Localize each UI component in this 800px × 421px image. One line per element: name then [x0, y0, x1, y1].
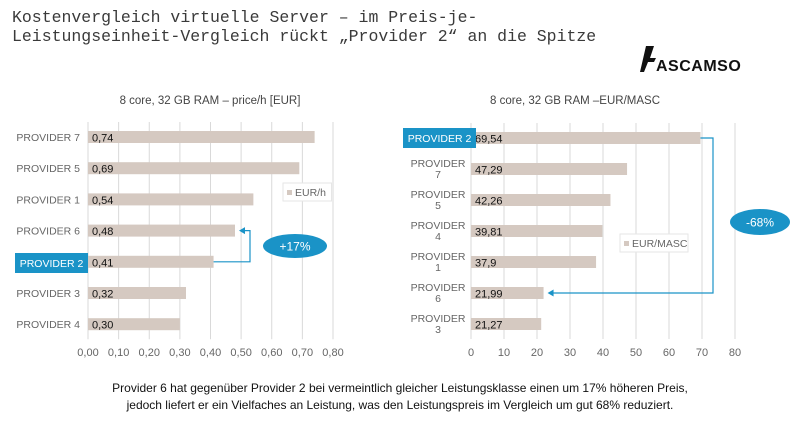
category-label: PROVIDER 2	[408, 133, 472, 145]
highlight-label-box	[15, 253, 88, 273]
callout-arrowhead	[547, 289, 554, 297]
data-label: 0,32	[92, 289, 113, 301]
legend-box	[282, 182, 332, 202]
category-label: PROVIDER 5	[16, 163, 80, 175]
bar	[471, 163, 628, 175]
legend-label: EUR/MASC	[632, 238, 688, 250]
data-label: 42,26	[475, 196, 503, 208]
data-label: 47,29	[475, 165, 503, 177]
data-label: 21,27	[475, 320, 503, 332]
chart-title: 8 core, 32 GB RAM –EUR/MASC	[490, 95, 660, 107]
bar	[471, 225, 603, 237]
bar	[88, 318, 180, 331]
legend-swatch	[287, 190, 292, 195]
page-title: Kostenvergleich virtuelle Server – im Pr…	[12, 8, 597, 46]
data-label: 39,81	[475, 227, 503, 239]
bar	[88, 255, 214, 268]
data-label: 69,54	[475, 134, 503, 146]
callout-badge	[730, 209, 790, 235]
category-label: PROVIDER 6	[411, 282, 466, 305]
callout-text: -68%	[746, 216, 774, 230]
bar	[88, 193, 254, 206]
callout-badge	[263, 234, 327, 258]
category-label: PROVIDER 4	[411, 220, 466, 243]
highlight-label-box	[403, 128, 476, 148]
category-label: PROVIDER 7	[16, 132, 80, 144]
x-tick-label: 10	[498, 347, 510, 359]
legend-label: EUR/h	[295, 187, 326, 199]
data-label: 0,54	[92, 195, 113, 207]
x-tick-label: 60	[663, 347, 675, 359]
category-label: PROVIDER 1	[16, 194, 80, 206]
bar	[471, 318, 542, 330]
bar	[88, 131, 315, 143]
legend-swatch	[624, 241, 629, 246]
footer-line-1: Provider 6 hat gegenüber Provider 2 bei …	[112, 381, 688, 395]
bar	[88, 287, 186, 299]
footer-line-2: jedoch liefert er ein Vielfaches an Leis…	[126, 398, 674, 412]
callout-arrowhead	[239, 227, 245, 235]
x-tick-label: 0,40	[200, 347, 221, 359]
data-label: 0,48	[92, 226, 113, 238]
category-label: PROVIDER 4	[16, 319, 80, 331]
callout-connector	[552, 137, 714, 294]
bar	[471, 132, 701, 144]
bar	[471, 256, 597, 268]
category-label: PROVIDER 3	[411, 313, 466, 336]
x-tick-label: 0	[468, 347, 474, 359]
category-label: PROVIDER 1	[411, 251, 466, 274]
x-tick-label: 80	[729, 347, 741, 359]
x-tick-label: 0,60	[261, 347, 282, 359]
bar	[88, 162, 300, 175]
category-label: PROVIDER 6	[16, 226, 80, 238]
x-tick-label: 50	[630, 347, 642, 359]
category-label: PROVIDER 7	[411, 158, 466, 181]
data-label: 0,74	[92, 133, 113, 145]
x-tick-label: 20	[531, 347, 543, 359]
callout-text: +17%	[279, 240, 310, 254]
category-label: PROVIDER 2	[20, 258, 84, 270]
x-tick-label: 0,00	[77, 347, 98, 359]
data-label: 0,41	[92, 257, 113, 269]
x-tick-label: 0,30	[169, 347, 190, 359]
x-tick-label: 0,10	[108, 347, 129, 359]
legend-box	[619, 233, 689, 253]
data-label: 37,9	[475, 258, 496, 270]
bar	[88, 224, 235, 237]
x-tick-label: 0,50	[230, 347, 251, 359]
x-tick-label: 40	[597, 347, 609, 359]
data-label: 0,30	[92, 320, 113, 332]
x-tick-label: 30	[564, 347, 576, 359]
category-label: PROVIDER 3	[16, 288, 80, 300]
x-tick-label: 70	[696, 347, 708, 359]
callout-connector	[213, 230, 251, 263]
data-label: 0,69	[92, 164, 113, 176]
ascamso-logo: ASCAMSO	[640, 46, 741, 74]
chart-title: 8 core, 32 GB RAM – price/h [EUR]	[120, 95, 301, 107]
bar	[471, 287, 544, 299]
x-tick-label: 0,70	[292, 347, 313, 359]
x-tick-label: 0,20	[139, 347, 160, 359]
footer-note: Provider 6 hat gegenüber Provider 2 bei …	[0, 380, 800, 414]
x-tick-label: 0,80	[322, 347, 343, 359]
bar	[471, 194, 611, 206]
category-label: PROVIDER 5	[411, 189, 466, 212]
data-label: 21,99	[475, 289, 503, 301]
svg-text:ASCAMSO: ASCAMSO	[656, 58, 741, 74]
